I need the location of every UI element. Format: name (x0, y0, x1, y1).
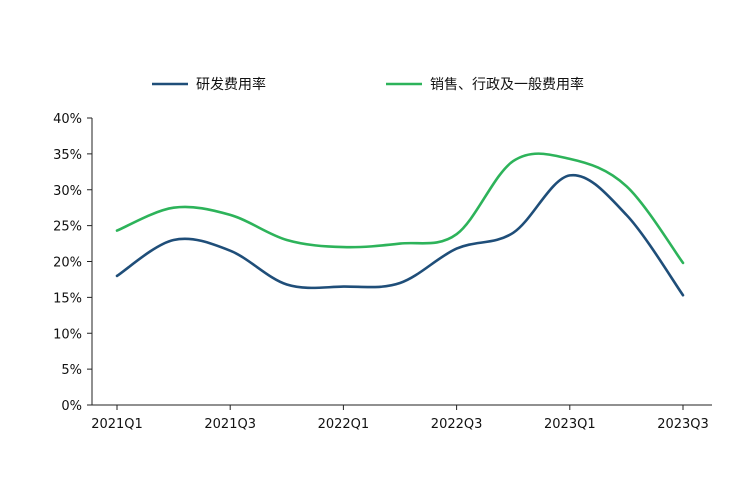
y-tick-label: 10% (53, 327, 82, 342)
y-tick-label: 25% (53, 220, 82, 235)
x-tick-label: 2022Q3 (431, 417, 483, 432)
y-tick-label: 15% (53, 291, 82, 306)
y-tick-label: 40% (53, 112, 82, 127)
series-line-0 (115, 174, 685, 297)
y-tick-label: 35% (53, 148, 82, 163)
legend-label-series-1: 销售、行政及一般费用率 (430, 76, 584, 93)
series-line-1 (115, 152, 685, 265)
y-axis-ticks: 0% 5% 10% 15% 20% 25% 30% 35% 40% (53, 112, 92, 414)
x-tick-label: 2023Q1 (544, 417, 596, 432)
series-lines (115, 152, 685, 297)
legend-label-series-0: 研发费用率 (196, 76, 266, 93)
x-tick-label: 2023Q3 (657, 417, 709, 432)
x-tick-label: 2021Q1 (91, 417, 143, 432)
x-tick-label: 2022Q1 (318, 417, 370, 432)
y-tick-label: 20% (53, 256, 82, 271)
y-tick-label: 0% (61, 399, 82, 414)
y-tick-label: 5% (61, 363, 82, 378)
x-tick-label: 2021Q3 (204, 417, 256, 432)
x-axis-ticks: 2021Q1 2021Q3 2022Q1 2022Q3 2023Q1 2023Q3 (91, 405, 709, 432)
legend: 研发费用率 销售、行政及一般费用率 (152, 76, 584, 93)
y-tick-label: 30% (53, 184, 82, 199)
